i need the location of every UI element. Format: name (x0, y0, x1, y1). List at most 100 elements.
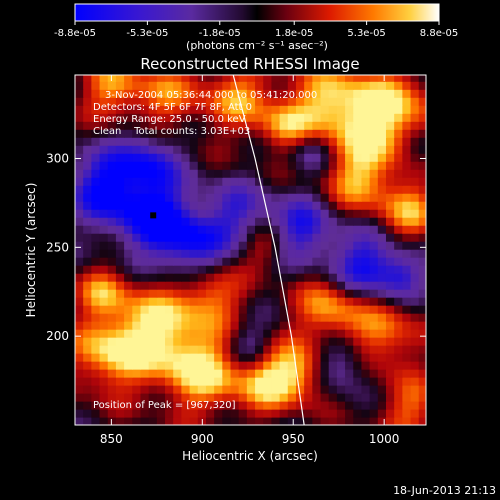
heatmap-cell (173, 89, 182, 98)
heatmap-cell (369, 361, 379, 370)
heatmap-cell (165, 369, 174, 378)
heatmap-cell (304, 273, 313, 282)
heatmap-cell (83, 137, 92, 146)
heatmap-cell (410, 273, 420, 282)
heatmap-cell (402, 75, 412, 82)
heatmap-cell (99, 273, 109, 282)
heatmap-cell (287, 289, 297, 298)
heatmap-cell (295, 225, 305, 234)
heatmap-cell (246, 313, 256, 322)
heatmap-cell (295, 209, 305, 218)
heatmap-cell (173, 409, 182, 418)
heatmap-cell (336, 193, 346, 202)
heatmap-cell (83, 81, 92, 90)
heatmap-cell (238, 161, 248, 170)
heatmap-cell (320, 385, 330, 394)
heatmap-cell (83, 305, 92, 314)
heatmap-cell (246, 385, 256, 394)
heatmap-cell (189, 361, 199, 370)
heatmap-cell (124, 241, 133, 250)
heatmap-cell (197, 329, 207, 338)
heatmap-cell (353, 249, 363, 258)
heatmap-cell (279, 185, 289, 194)
heatmap-cell (287, 385, 297, 394)
heatmap-cell (99, 361, 109, 370)
heatmap-cell (255, 137, 264, 146)
heatmap-cell (255, 321, 264, 330)
heatmap-cell (394, 337, 403, 346)
heatmap-cell (328, 113, 338, 122)
heatmap-cell (115, 145, 125, 154)
heatmap-cell (107, 385, 117, 394)
heatmap-cell (304, 401, 313, 410)
heatmap-cell (91, 257, 101, 266)
heatmap-cell (312, 369, 322, 378)
heatmap-cell (304, 145, 313, 154)
heatmap-cell (369, 89, 379, 98)
heatmap-cell (369, 249, 379, 258)
peak-marker (150, 212, 157, 219)
heatmap-cell (336, 369, 346, 378)
heatmap-cell (91, 361, 101, 370)
heatmap-cell (385, 209, 395, 218)
heatmap-cell (230, 89, 240, 98)
heatmap-cell (246, 305, 256, 314)
heatmap-cell (197, 409, 207, 418)
heatmap-cell (353, 193, 363, 202)
heatmap-cell (189, 257, 199, 266)
heatmap-cell (263, 273, 273, 282)
heatmap-cell (173, 249, 182, 258)
heatmap-cell (279, 249, 289, 258)
heatmap-cell (320, 305, 330, 314)
heatmap-cell (279, 225, 289, 234)
heatmap-cell (312, 145, 322, 154)
heatmap-cell (246, 321, 256, 330)
heatmap-cell (385, 385, 395, 394)
heatmap-cell (402, 401, 412, 410)
heatmap-cell (304, 297, 313, 306)
heatmap-cell (361, 313, 371, 322)
heatmap-cell (320, 289, 330, 298)
heatmap-cell (328, 121, 338, 130)
heatmap-cell (140, 217, 150, 226)
heatmap-cell (75, 281, 84, 290)
heatmap-cell (361, 89, 371, 98)
heatmap-cell (99, 241, 109, 250)
colorbar-ticks: -8.8e-05 -5.3e-05 -1.8e-05 1.8e-05 5.3e-05 8.… (54, 21, 458, 39)
heatmap-cell (214, 353, 223, 362)
heatmap-cell (156, 89, 166, 98)
heatmap-cell (361, 81, 371, 90)
heatmap-cell (410, 177, 420, 186)
heatmap-cell (312, 385, 322, 394)
heatmap-cell (394, 75, 403, 82)
heatmap-cell (75, 225, 84, 234)
heatmap-cell (91, 129, 101, 138)
heatmap-cell (230, 345, 240, 354)
heatmap-cell (132, 249, 142, 258)
heatmap-cell (255, 75, 264, 82)
heatmap-cell (222, 209, 232, 218)
heatmap-cell (214, 361, 223, 370)
heatmap-cell (91, 297, 101, 306)
heatmap-cell (205, 75, 215, 82)
heatmap-cell (369, 225, 379, 234)
heatmap-cell (238, 137, 248, 146)
heatmap-cell (238, 321, 248, 330)
heatmap-cell (377, 265, 387, 274)
heatmap-cell (385, 289, 395, 298)
heatmap-cell (361, 75, 371, 82)
heatmap-cell (75, 265, 84, 274)
heatmap-cell (156, 305, 166, 314)
heatmap-cell (173, 321, 182, 330)
heatmap-cell (418, 233, 426, 242)
heatmap-cell (99, 145, 109, 154)
heatmap-cell (312, 321, 322, 330)
heatmap-cell (402, 185, 412, 194)
heatmap-cell (328, 337, 338, 346)
heatmap-cell (385, 305, 395, 314)
heatmap-cell (385, 265, 395, 274)
heatmap-cell (132, 281, 142, 290)
heatmap-cell (418, 225, 426, 234)
heatmap-cell (173, 337, 182, 346)
heatmap-cell (156, 169, 166, 178)
